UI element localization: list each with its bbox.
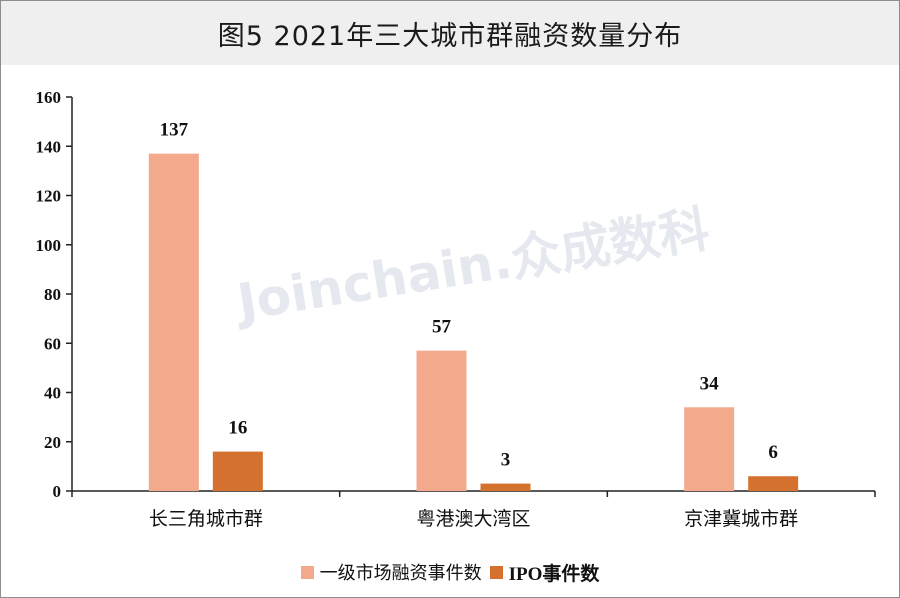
- x-category-label: 长三角城市群: [149, 508, 263, 530]
- bar-1-3: [684, 407, 735, 491]
- y-tick-label: 120: [36, 187, 62, 206]
- legend-swatch-series-1: [300, 565, 314, 579]
- data-label-1-3: 34: [700, 373, 720, 394]
- y-tick-label: 0: [53, 482, 62, 501]
- x-category-label: 京津冀城市群: [684, 508, 798, 530]
- data-label-2-3: 6: [768, 442, 778, 463]
- legend-label-series-2: IPO事件数: [508, 563, 600, 585]
- y-tick-label: 140: [36, 137, 62, 156]
- x-category-label: 粤港澳大湾区: [416, 508, 530, 530]
- y-tick-label: 40: [44, 384, 61, 403]
- data-label-2-1: 16: [228, 418, 247, 439]
- legend: 一级市场融资事件数 IPO事件数: [0, 559, 900, 585]
- bar-2-3: [748, 476, 799, 491]
- y-tick-label: 100: [36, 236, 62, 255]
- y-tick-label: 60: [44, 334, 61, 353]
- bar-2-1: [212, 451, 263, 491]
- y-tick-label: 20: [44, 433, 61, 452]
- y-tick-label: 160: [36, 88, 62, 107]
- data-label-1-2: 57: [432, 317, 452, 338]
- bar-2-2: [480, 483, 531, 491]
- legend-item-series-2: IPO事件数: [489, 559, 600, 586]
- data-label-2-2: 3: [501, 450, 511, 471]
- legend-swatch-series-2: [489, 565, 503, 579]
- legend-label-series-1: 一级市场融资事件数: [319, 563, 482, 584]
- bar-1-1: [148, 153, 199, 491]
- legend-item-series-1: 一级市场融资事件数: [300, 559, 482, 585]
- chart-title: 图5 2021年三大城市群融资数量分布: [217, 20, 683, 52]
- title-bar: 图5 2021年三大城市群融资数量分布: [1, 1, 899, 65]
- data-label-1-1: 137: [160, 120, 189, 141]
- bar-1-2: [416, 350, 467, 491]
- y-tick-label: 80: [44, 285, 61, 304]
